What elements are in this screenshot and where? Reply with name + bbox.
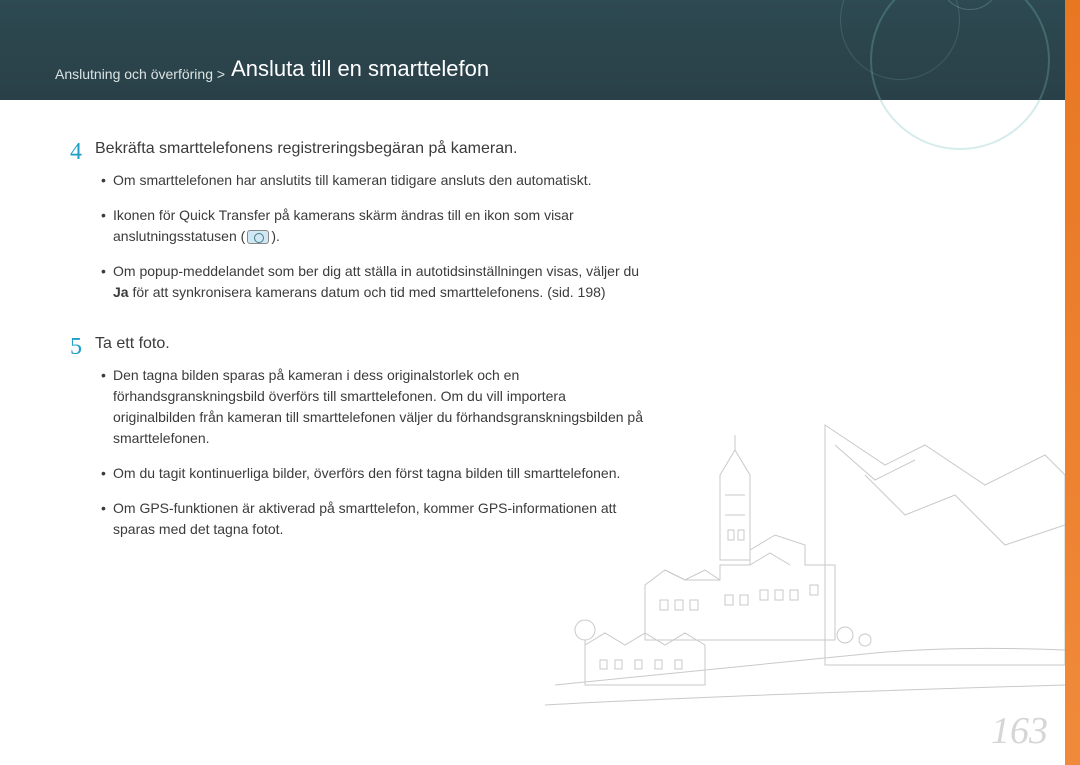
bullet-text: Den tagna bilden sparas på kameran i des… — [113, 367, 643, 446]
bullet-text: Om GPS-funktionen är aktiverad på smartt… — [113, 500, 616, 537]
page-number: 163 — [991, 709, 1048, 753]
connection-status-icon — [247, 230, 269, 244]
bullet-text-post: ). — [271, 228, 280, 244]
page-header: Anslutning och överföring > Ansluta till… — [0, 0, 1080, 100]
bullet-item: Om popup-meddelandet som ber dig att stä… — [101, 261, 645, 303]
page-edge-tab — [1065, 0, 1080, 765]
step-body: Ta ett foto. Den tagna bilden sparas på … — [95, 335, 645, 554]
bold-text: Ja — [113, 284, 129, 300]
bullet-text-pre: Ikonen för Quick Transfer på kamerans sk… — [113, 207, 574, 244]
step-number: 4 — [70, 140, 95, 317]
bullet-item: Den tagna bilden sparas på kameran i des… — [101, 365, 645, 449]
content-area: 4 Bekräfta smarttelefonens registrerings… — [0, 100, 700, 554]
bullet-item: Ikonen för Quick Transfer på kamerans sk… — [101, 205, 645, 247]
bullet-item: Om GPS-funktionen är aktiverad på smartt… — [101, 498, 645, 540]
bullet-list: Den tagna bilden sparas på kameran i des… — [95, 365, 645, 540]
bullet-item: Om du tagit kontinuerliga bilder, överfö… — [101, 463, 645, 484]
step-main-text: Ta ett foto. — [95, 335, 645, 353]
bullet-item: Om smarttelefonen har anslutits till kam… — [101, 170, 645, 191]
bullet-text: Om smarttelefonen har anslutits till kam… — [113, 172, 592, 188]
breadcrumb: Anslutning och överföring > — [55, 66, 225, 82]
step-4: 4 Bekräfta smarttelefonens registrerings… — [70, 140, 645, 317]
lens-decoration — [860, 0, 1060, 160]
step-main-text: Bekräfta smarttelefonens registreringsbe… — [95, 140, 645, 158]
bullet-text-post: för att synkronisera kamerans datum och … — [129, 284, 606, 300]
step-body: Bekräfta smarttelefonens registreringsbe… — [95, 140, 645, 317]
step-5: 5 Ta ett foto. Den tagna bilden sparas p… — [70, 335, 645, 554]
step-number: 5 — [70, 335, 95, 554]
bullet-list: Om smarttelefonen har anslutits till kam… — [95, 170, 645, 303]
bullet-text-pre: Om popup-meddelandet som ber dig att stä… — [113, 263, 639, 279]
page-title: Ansluta till en smarttelefon — [231, 56, 489, 82]
bullet-text: Om du tagit kontinuerliga bilder, överfö… — [113, 465, 620, 481]
